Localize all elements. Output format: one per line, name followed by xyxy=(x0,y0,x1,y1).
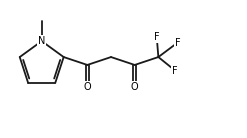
Text: F: F xyxy=(172,66,178,75)
Text: F: F xyxy=(154,32,160,42)
Text: O: O xyxy=(83,82,91,92)
Text: O: O xyxy=(131,82,139,92)
Text: F: F xyxy=(175,38,180,48)
Text: N: N xyxy=(38,36,45,46)
